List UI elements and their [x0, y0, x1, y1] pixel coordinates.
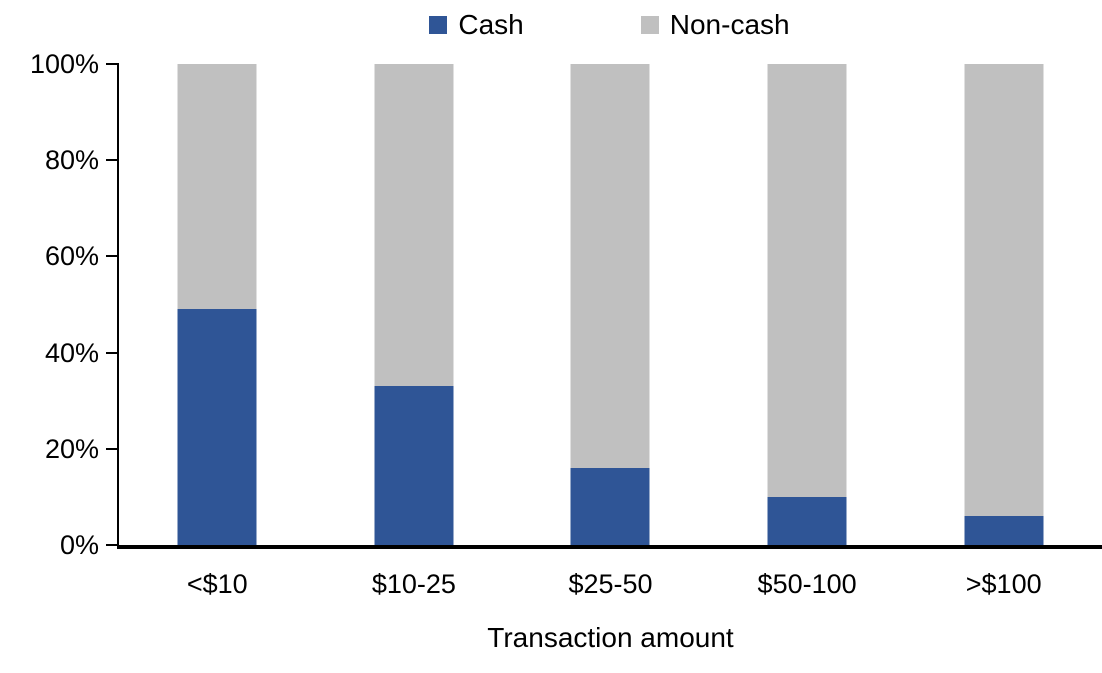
bar-segment-cash	[177, 309, 257, 545]
y-tick-mark	[106, 447, 119, 450]
bar-segment-non-cash	[177, 64, 257, 310]
y-tick-label: 40%	[44, 337, 99, 368]
bar-segment-cash	[374, 386, 454, 545]
bar-segment-non-cash	[374, 64, 454, 387]
bar-segment-non-cash	[570, 64, 650, 469]
y-tick-mark	[106, 351, 119, 354]
bar-group	[570, 64, 650, 545]
bar-segment-non-cash	[964, 64, 1044, 517]
bar-group	[964, 64, 1044, 545]
x-tick-label: $10-25	[371, 569, 456, 599]
bar-group	[177, 64, 257, 545]
legend: Cash Non-cash	[117, 8, 1102, 42]
legend-label: Cash	[458, 9, 524, 40]
plot-area: Transaction amount 0% 20% 40% 60% 80% 100% <$1…	[30, 49, 1102, 653]
x-tick-label: >$100	[965, 569, 1042, 599]
y-tick-label: 20%	[44, 433, 99, 464]
bar-slot: $25-50	[512, 64, 709, 599]
y-tick-label: 80%	[44, 145, 99, 176]
bar-segment-cash	[570, 468, 650, 545]
bar-slot: <$10	[119, 64, 316, 599]
bar-group	[374, 64, 454, 545]
x-tick-label: $25-50	[568, 569, 653, 599]
bar-segment-cash	[767, 496, 847, 545]
x-tick-label: $50-100	[757, 569, 857, 599]
y-tick-mark	[106, 63, 119, 65]
x-tick-label: <$10	[186, 569, 248, 599]
y-tick-label: 100%	[29, 49, 99, 79]
bar-segment-non-cash	[767, 64, 847, 497]
legend-swatch-non-cash	[640, 16, 659, 34]
y-tick-mark	[106, 255, 119, 258]
x-axis-title: Transaction amount	[487, 622, 734, 653]
bar-slot: >$100	[905, 64, 1102, 599]
x-axis-line	[117, 545, 1102, 549]
bar-slot: $50-100	[709, 64, 906, 599]
bar-segment-cash	[964, 516, 1044, 545]
legend-swatch-cash	[429, 16, 448, 34]
legend-label: Non-cash	[669, 9, 790, 40]
y-tick-label: 0%	[59, 530, 99, 560]
bar-group	[767, 64, 847, 545]
legend-item-non-cash: Non-cash	[640, 8, 790, 42]
legend-item-cash: Cash	[429, 8, 524, 42]
bar-slot: $10-25	[316, 64, 513, 599]
y-tick-mark	[106, 544, 119, 546]
y-tick-mark	[106, 159, 119, 162]
y-tick-label: 60%	[44, 241, 99, 272]
